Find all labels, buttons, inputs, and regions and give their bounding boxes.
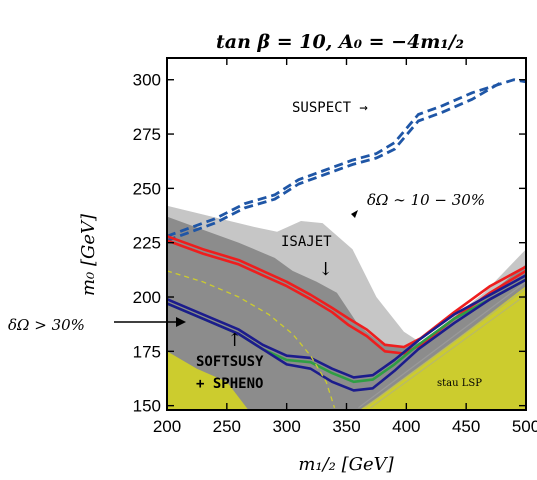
isajet-arrow: ↓ <box>318 259 333 280</box>
stau-label: stau LSP <box>437 378 482 389</box>
y-tick-label: 200 <box>133 288 161 307</box>
chart-title: tan β = 10, A₀ = −4m₁/₂ <box>216 31 464 53</box>
y-tick-label: 250 <box>133 179 161 198</box>
y-tick-label: 225 <box>133 234 161 253</box>
x-tick-label: 450 <box>452 417 480 436</box>
y-tick-label: 175 <box>133 342 161 361</box>
x-axis-label: m₁/₂ [GeV] <box>298 454 394 475</box>
x-tick-label: 250 <box>213 417 241 436</box>
series-line-suspect-2 <box>167 78 526 238</box>
series-line-suspect <box>167 80 503 242</box>
x-tick-label: 400 <box>392 417 420 436</box>
y-tick-label: 150 <box>133 397 161 416</box>
x-tick-label: 200 <box>153 417 181 436</box>
region-stau-left <box>167 351 249 410</box>
x-tick-label: 350 <box>332 417 360 436</box>
delta-dark-label: δΩ > 30% <box>8 316 85 334</box>
delta-light-pointer <box>351 210 358 218</box>
series-line-isajet-2 <box>167 234 526 349</box>
stau-boundary-line <box>370 294 526 409</box>
y-ticks: 150 175 200 225 250 275 300 <box>133 71 526 416</box>
suspect-label: SUSPECT → <box>292 100 368 116</box>
delta-dark-arrow-head <box>176 317 186 327</box>
softsusy-label: SOFTSUSY <box>196 354 264 370</box>
y-tick-label: 300 <box>133 71 161 90</box>
y-tick-label: 275 <box>133 125 161 144</box>
region-stau <box>359 286 526 410</box>
regions-layer <box>167 205 526 410</box>
series-layer <box>167 78 526 408</box>
x-tick-label: 500 <box>512 417 537 436</box>
y-axis-label: m₀ [GeV] <box>78 213 99 296</box>
isajet-label: ISAJET <box>281 234 332 250</box>
delta-light-label: δΩ ∼ 10 − 30% <box>367 191 485 209</box>
softsusy-arrow: ↑ <box>227 330 242 351</box>
x-ticks: 200 250 300 350 400 450 500 <box>153 58 537 436</box>
spheno-label: + SPHENO <box>196 376 263 392</box>
stau-boundary-line <box>364 287 526 409</box>
x-tick-label: 300 <box>272 417 300 436</box>
series-line-yellow-dash <box>167 270 336 408</box>
series-line-spheno <box>167 278 526 392</box>
stau-boundary-line <box>358 281 526 409</box>
series-line-softsusy <box>167 274 526 379</box>
